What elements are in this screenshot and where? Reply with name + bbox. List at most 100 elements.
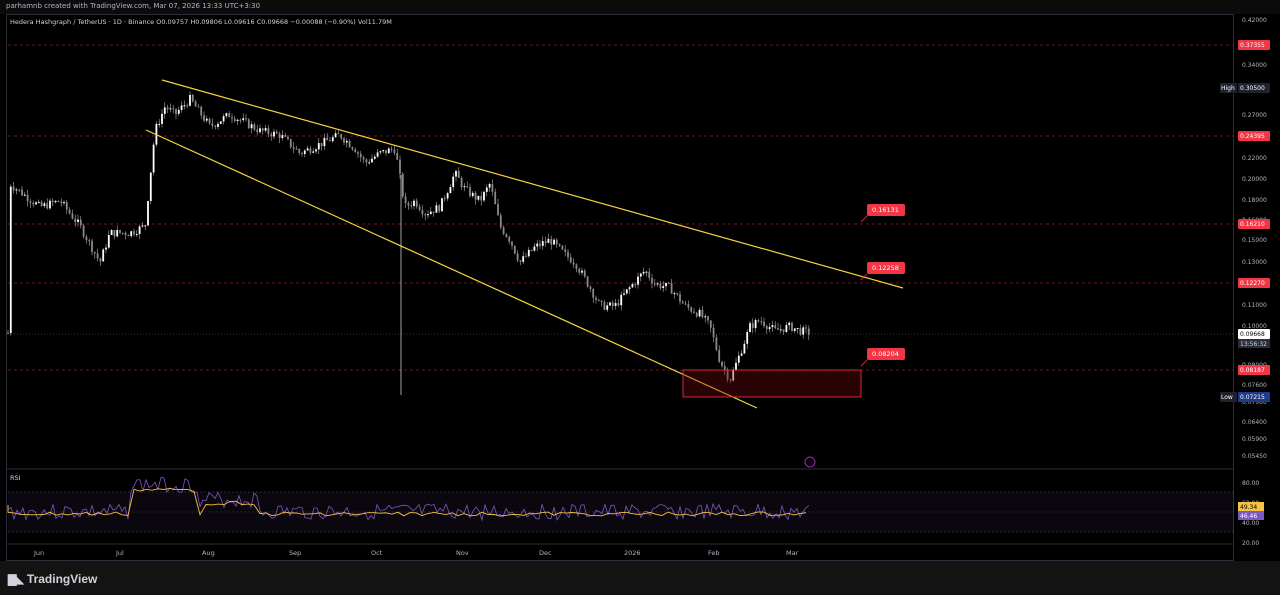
price-label-text: 0.08187: [1240, 367, 1265, 374]
candle-body: [715, 337, 718, 350]
candle-body: [480, 195, 483, 201]
candle-body: [561, 245, 564, 250]
candle-body: [438, 205, 441, 212]
candle-body: [485, 187, 488, 192]
price-label-bg: [1238, 131, 1270, 141]
price-label-bg: [1238, 329, 1270, 339]
callout-bg: [867, 348, 905, 360]
candle-body: [740, 353, 743, 356]
candle-body: [127, 235, 130, 237]
candle-body: [407, 203, 410, 206]
candle-body: [536, 243, 539, 247]
candle-body: [401, 173, 404, 197]
candle-body: [751, 323, 754, 329]
price-tag-bg: [1220, 392, 1237, 402]
candle-body: [295, 148, 298, 150]
candle-body: [337, 133, 340, 135]
price-sub-bg: [1238, 339, 1270, 348]
price-label-text: 0.16210: [1240, 221, 1265, 228]
candle-body: [799, 328, 802, 335]
candle-body: [631, 284, 634, 288]
candle-body: [107, 235, 110, 248]
y-tick-label: 0.06400: [1242, 419, 1267, 426]
candle-body: [553, 239, 555, 245]
candle-body: [147, 201, 149, 226]
candle-body: [46, 203, 49, 209]
candle-body: [558, 244, 561, 246]
candle-body: [572, 262, 575, 265]
candle-body: [796, 328, 799, 330]
candle-body: [35, 202, 37, 205]
candle-body: [354, 149, 357, 153]
candle-body: [541, 241, 544, 246]
price-label-text: 0.09668: [1240, 331, 1265, 338]
candle-body: [205, 118, 208, 121]
candle-body: [466, 186, 469, 188]
price-label-bg: [1238, 83, 1270, 93]
candle-body: [21, 189, 23, 196]
candle-body: [547, 238, 550, 243]
x-tick-label: 2026: [624, 549, 641, 557]
price-tag-text: High: [1221, 85, 1235, 92]
callout-pointer: [860, 215, 868, 223]
candle-body: [292, 147, 295, 149]
candle-body: [732, 369, 735, 381]
trendline-lower: [145, 129, 758, 409]
candle-body: [18, 189, 21, 191]
candle-body: [567, 251, 569, 258]
candle-body: [270, 133, 273, 137]
candle-body: [441, 198, 443, 212]
candle-body: [9, 186, 12, 333]
candle-body: [564, 249, 567, 252]
candle-body: [592, 289, 595, 298]
x-tick-label: Oct: [371, 549, 383, 557]
candle-body: [455, 170, 457, 177]
y-tick-label: 0.22000: [1242, 155, 1267, 162]
price-label-text: 0.37355: [1240, 42, 1265, 49]
candle-body: [457, 170, 460, 178]
chart-svg[interactable]: 0.420000.380000.340000.300000.270000.240…: [0, 0, 1280, 561]
candle-body: [645, 271, 648, 273]
candle-body: [320, 143, 323, 147]
candle-body: [284, 135, 287, 137]
candle-body: [303, 150, 306, 154]
tradingview-logo[interactable]: ▇◣ TradingView: [8, 572, 97, 586]
candle-body: [516, 253, 519, 261]
candle-body: [289, 139, 292, 148]
candle-body: [37, 201, 40, 203]
candle-body: [676, 293, 679, 295]
candle-body: [693, 311, 695, 313]
y-tick-label: 0.11000: [1242, 302, 1267, 309]
candle-body: [653, 283, 656, 285]
candle-body: [667, 282, 670, 284]
candle-body: [379, 151, 382, 153]
candle-body: [721, 361, 723, 367]
candle-body: [648, 271, 651, 278]
candle-body: [656, 283, 659, 285]
candle-body: [334, 133, 337, 138]
candle-body: [287, 136, 289, 140]
candle-body: [673, 293, 676, 295]
candle-body: [427, 214, 429, 216]
candle-body: [505, 234, 508, 238]
candle-body: [802, 327, 805, 335]
y-tick-label: 0.34000: [1242, 62, 1267, 69]
candle-body: [679, 294, 681, 302]
candle-body: [68, 209, 71, 214]
x-tick-label: Jul: [115, 549, 124, 557]
candle-body: [704, 316, 707, 318]
candle-body: [169, 108, 172, 110]
candle-body: [522, 256, 525, 262]
candle-body: [586, 276, 589, 287]
price-tag-bg: [1220, 83, 1237, 93]
candle-body: [197, 106, 200, 108]
candle-body: [175, 108, 177, 114]
candle-body: [345, 140, 348, 143]
candle-body: [130, 231, 133, 236]
callout-text: 0.12258: [872, 264, 899, 272]
candle-body: [141, 225, 144, 227]
candle-body: [662, 286, 665, 289]
chart-pane[interactable]: [6, 14, 1234, 561]
candle-body: [749, 323, 751, 333]
candle-body: [261, 128, 264, 131]
